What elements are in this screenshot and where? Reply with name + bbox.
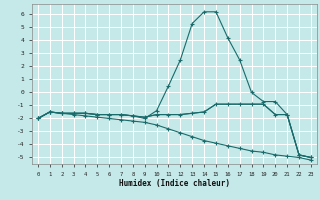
X-axis label: Humidex (Indice chaleur): Humidex (Indice chaleur) [119, 179, 230, 188]
